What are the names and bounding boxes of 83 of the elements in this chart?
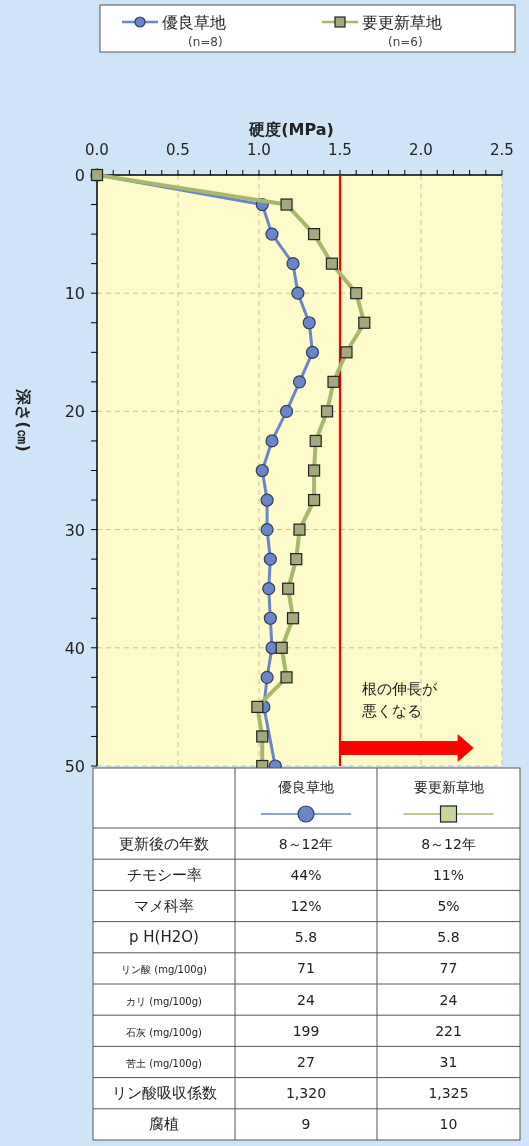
text: 11% [432,866,465,883]
text: 24 [439,991,458,1008]
point [279,404,294,418]
point [302,316,316,330]
text: 71 [297,960,315,977]
text: 12% [290,898,322,914]
point [262,582,276,596]
category-label: チモシー率 [126,865,202,884]
point [251,700,264,713]
legend-label: 要更新草地 (n=6) [362,13,442,49]
point [305,345,320,359]
x-tick-label: 0.5 [166,141,190,159]
x-tick-label: 2.5 [490,141,514,159]
point [275,641,288,654]
category-label: リン酸 (mg/100g) [121,964,207,976]
point [307,493,321,507]
y-tick-label: 20 [64,402,85,422]
point [260,523,274,537]
text: 9 [301,1116,311,1133]
point [263,552,277,566]
x-axis-title: 硬度(MPa) [248,120,334,139]
point [280,671,293,684]
category-label: 優良草地 [278,779,334,795]
text: 44% [290,866,322,883]
point [260,670,274,684]
text: 199 [292,1022,320,1039]
legend-label: 優良草地 (n=8) [162,13,226,49]
point [260,493,274,507]
point [327,375,340,388]
text: 221 [435,1022,462,1039]
y-axis-title: 深さ(㎝) [14,388,33,452]
point [350,287,363,300]
point [325,257,338,270]
category-label: リン酸吸収係数 [111,1084,217,1103]
point [286,612,300,625]
point [358,316,371,329]
category-label: カリ (mg/100g) [126,995,202,1007]
point [265,434,279,448]
text: 77 [439,960,458,977]
point [292,375,307,389]
text: 24 [297,991,315,1008]
point [293,523,306,536]
text: 10 [439,1116,458,1133]
category-label: マメ科率 [134,897,194,915]
text: 27 [297,1054,315,1070]
category-label: 更新後の年数 [119,834,209,853]
y-tick-label: 0 [74,166,85,185]
y-tick-label: 40 [64,638,85,658]
text: 31 [439,1054,458,1070]
category-label: p H(H2O) [129,928,199,947]
y-tick-label: 50 [64,757,85,776]
category-label: 石灰 (mg/100g) [126,1026,202,1038]
point [307,464,321,477]
point [280,198,293,211]
point [286,257,300,271]
category-label: 要更新草地 [413,779,484,795]
y-tick-label: 30 [64,520,85,540]
point [320,405,334,418]
point [291,286,305,300]
text: 1,325 [428,1085,469,1102]
category-label: 腐植 [149,1115,179,1134]
point [290,553,303,566]
text: 1,320 [285,1085,327,1102]
text: 5.8 [437,929,460,946]
point [309,434,322,448]
text: 5.8 [294,929,318,946]
x-tick-label: 0.0 [85,141,109,159]
point [340,346,353,359]
point [255,463,269,478]
x-tick-label: 2.0 [409,141,433,159]
text: 8～12年 [278,835,334,852]
x-tick-label: 1.5 [328,141,352,159]
text: 8～12年 [421,835,476,852]
category-label: 苦土 (mg/100g) [126,1058,202,1069]
x-tick-label: 1.0 [247,141,271,159]
ref-line-label: 根の伸長が悪くなる [361,680,438,720]
point [256,730,269,743]
point [282,582,295,595]
point [307,228,321,241]
point [265,227,279,241]
text: 5% [437,898,460,914]
point [263,611,277,625]
y-tick-label: 10 [64,284,85,304]
